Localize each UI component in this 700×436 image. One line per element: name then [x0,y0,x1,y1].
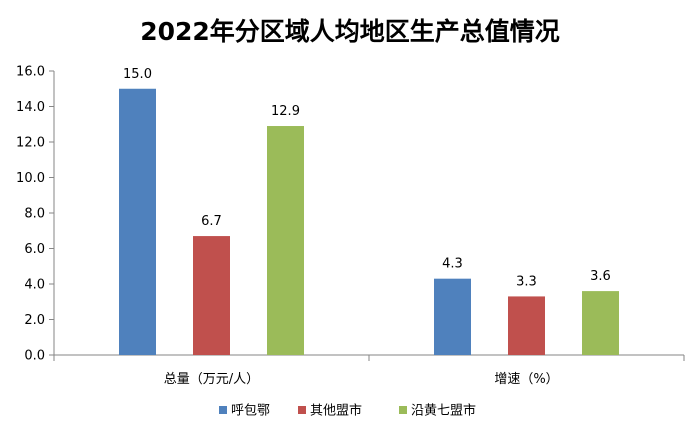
legend-label: 呼包鄂 [231,404,270,419]
data-label: 4.3 [442,257,463,272]
bar [119,88,156,355]
y-tick-label: 6.0 [24,242,45,257]
category-labels: 总量（万元/人） 增速（%） [164,372,559,387]
y-tick-label: 12.0 [16,136,45,151]
y-axis-ticks: 0.0 2.0 4.0 6.0 8.0 10.0 12.0 14.0 16.0 [16,65,54,364]
chart-title: 2022年分区域人均地区生产总值情况 [140,17,560,46]
data-label: 15.0 [123,67,152,82]
category-label: 增速（%） [494,372,558,387]
y-tick-label: 16.0 [16,65,45,80]
bar-series [119,88,619,356]
data-labels: 15.0 6.7 12.9 4.3 3.3 3.6 [123,67,611,290]
data-label: 3.3 [516,274,537,289]
y-tick-label: 14.0 [16,100,45,115]
legend-label: 沿黄七盟市 [411,403,476,419]
legend-swatch [219,406,227,414]
bar [434,278,471,355]
y-tick-label: 4.0 [24,278,45,293]
bar [267,126,304,356]
legend-swatch [298,406,306,414]
bar [508,296,545,355]
data-label: 3.6 [590,269,611,284]
legend: 呼包鄂 其他盟市 沿黄七盟市 [219,403,476,419]
y-tick-label: 8.0 [24,207,45,222]
y-tick-label: 0.0 [24,349,45,364]
bar [582,291,619,355]
legend-label: 其他盟市 [310,403,362,419]
bar [193,236,230,355]
data-label: 12.9 [271,104,300,119]
legend-swatch [399,406,407,414]
y-tick-label: 2.0 [24,313,45,328]
category-label: 总量（万元/人） [164,372,259,387]
data-label: 6.7 [201,214,222,229]
y-tick-label: 10.0 [16,171,45,186]
